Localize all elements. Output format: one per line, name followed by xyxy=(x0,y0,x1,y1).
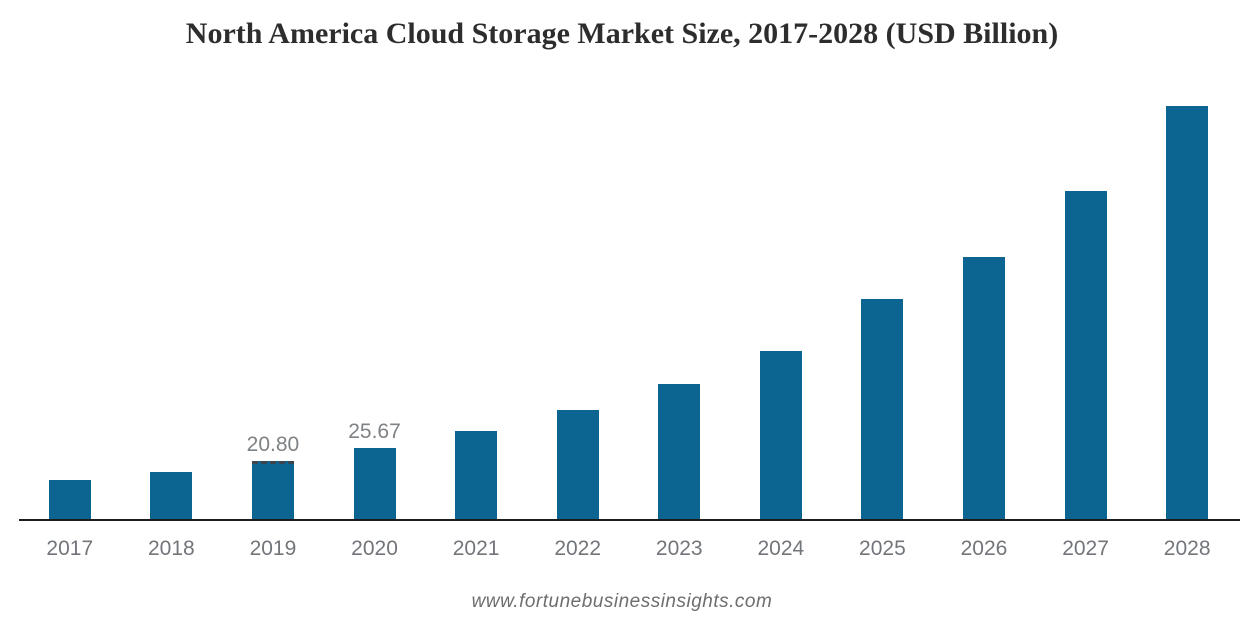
x-axis-label-2027: 2027 xyxy=(1062,537,1109,560)
bar-slot-2024 xyxy=(730,0,832,519)
bar-2017 xyxy=(48,480,91,519)
bar-2020 xyxy=(353,448,396,519)
x-axis-label-2018: 2018 xyxy=(148,537,195,560)
bar-slot-2022 xyxy=(527,0,629,519)
data-label-2019: 20.80 xyxy=(246,433,300,456)
bar-slot-2021 xyxy=(425,0,527,519)
bar-2027 xyxy=(1064,191,1107,519)
bar-slot-2025 xyxy=(832,0,934,519)
x-axis-label-2019: 2019 xyxy=(249,537,297,560)
watermark-url: www.fortunebusinessinsights.com xyxy=(471,591,773,612)
bar-slot-2028 xyxy=(1136,0,1238,519)
bar-2018 xyxy=(150,472,193,519)
bar-slot-2023 xyxy=(628,0,730,519)
bar-slot-2019: 20.80 xyxy=(222,0,324,519)
x-axis-labels: 2017 2018 2019 2020 2021 2022 2023 2024 2025 2026… xyxy=(19,537,1238,561)
bar-slot-2027 xyxy=(1035,0,1137,519)
chart-title: North America Cloud Storage Market Size,… xyxy=(185,17,1059,50)
bar-2028 xyxy=(1166,106,1209,519)
bar-2021 xyxy=(455,431,498,519)
bar-slot-2026 xyxy=(933,0,1035,519)
x-axis-label-2024: 2024 xyxy=(757,537,805,560)
x-axis-label-2025: 2025 xyxy=(859,537,906,560)
bar-slot-2018 xyxy=(121,0,223,519)
bar-2023 xyxy=(658,384,701,519)
x-axis-label-2022: 2022 xyxy=(554,537,602,560)
bar-2019 xyxy=(251,461,294,519)
x-axis-label-2020: 2020 xyxy=(351,537,398,560)
x-axis-label-2028: 2028 xyxy=(1163,537,1211,560)
bar-2024 xyxy=(759,351,802,519)
bar-2026 xyxy=(962,257,1005,519)
data-label-2020: 25.67 xyxy=(348,420,401,443)
bar-slot-2020: 25.67 xyxy=(324,0,426,519)
bars-container: 20.80 25.67 xyxy=(19,0,1238,519)
x-axis-label-2023: 2023 xyxy=(655,537,703,560)
x-axis-label-2021: 2021 xyxy=(452,537,500,560)
x-axis-label-2017: 2017 xyxy=(46,537,94,560)
bar-2025 xyxy=(861,299,904,519)
x-axis-label-2026: 2026 xyxy=(960,537,1008,560)
x-axis-line xyxy=(19,519,1240,521)
bar-2022 xyxy=(556,410,599,519)
bar-slot-2017 xyxy=(19,0,121,519)
